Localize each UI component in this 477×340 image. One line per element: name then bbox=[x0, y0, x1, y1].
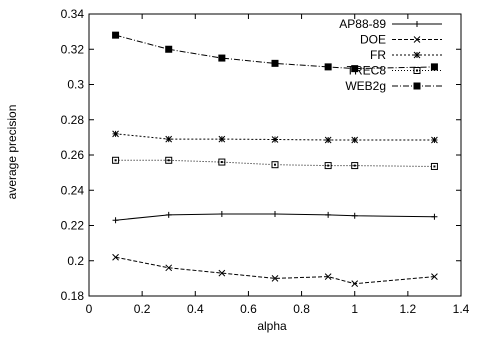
data-point bbox=[112, 130, 119, 138]
y-tick-label: 0.3 bbox=[67, 78, 84, 92]
y-tick-label: 0.34 bbox=[61, 7, 85, 21]
y-tick-label: 0.26 bbox=[61, 148, 85, 162]
data-point bbox=[272, 211, 278, 218]
data-point bbox=[431, 136, 438, 144]
data-point bbox=[431, 213, 438, 220]
legend-label: AP88-89 bbox=[339, 17, 386, 31]
data-point bbox=[271, 275, 279, 282]
y-axis: 0.18 0.2 0.22 0.24 0.26 0.28 0.3 0.32 0.34 bbox=[61, 7, 461, 303]
x-tick-label: 0.2 bbox=[134, 302, 151, 316]
data-point bbox=[218, 158, 226, 166]
data-point bbox=[271, 161, 279, 169]
data-point bbox=[430, 162, 438, 170]
data-point bbox=[165, 211, 172, 218]
x-tick-label: 1 bbox=[351, 302, 358, 316]
data-point bbox=[112, 31, 120, 39]
legend-item-ap88-89: AP88-89 bbox=[339, 17, 442, 31]
series-doe bbox=[112, 253, 438, 288]
data-point bbox=[218, 211, 225, 218]
x-tick-label: 1.2 bbox=[400, 302, 417, 316]
data-point bbox=[218, 135, 226, 143]
data-point bbox=[165, 156, 173, 164]
data-point bbox=[165, 135, 173, 143]
data-point bbox=[351, 280, 359, 288]
data-point bbox=[413, 82, 421, 90]
data-point bbox=[218, 54, 226, 62]
legend-item-doe: DOE bbox=[360, 33, 442, 47]
y-tick-label: 0.22 bbox=[61, 219, 85, 233]
data-point bbox=[413, 67, 421, 74]
legend-label: DOE bbox=[360, 33, 386, 47]
data-point bbox=[271, 136, 279, 143]
data-point bbox=[324, 63, 332, 71]
y-tick-label: 0.24 bbox=[61, 183, 85, 197]
legend-label: TREC8 bbox=[347, 64, 387, 78]
x-tick-label: 0.6 bbox=[240, 302, 257, 316]
data-point bbox=[351, 162, 359, 170]
series-line bbox=[115, 256, 435, 285]
x-tick-label: 0 bbox=[86, 302, 93, 316]
data-point bbox=[165, 264, 173, 272]
data-point bbox=[112, 156, 120, 164]
data-point bbox=[351, 136, 359, 144]
data-point bbox=[430, 63, 438, 71]
data-point bbox=[413, 51, 421, 59]
data-point bbox=[324, 162, 332, 170]
data-point bbox=[271, 59, 279, 67]
data-point bbox=[324, 273, 332, 280]
data-point bbox=[324, 136, 332, 144]
data-point bbox=[112, 253, 119, 261]
series-group bbox=[112, 31, 438, 288]
x-axis: 0 0.2 0.4 0.6 0.8 1 1.2 1.4 bbox=[86, 14, 470, 316]
series-trec8 bbox=[112, 156, 438, 170]
data-point bbox=[351, 65, 359, 73]
legend-label: FR bbox=[370, 48, 386, 62]
y-tick-label: 0.18 bbox=[61, 289, 85, 303]
x-tick-label: 1.4 bbox=[453, 302, 470, 316]
x-tick-label: 0.8 bbox=[293, 302, 310, 316]
plot-area bbox=[88, 13, 462, 297]
y-tick-label: 0.2 bbox=[67, 254, 84, 268]
y-tick-label: 0.28 bbox=[61, 113, 85, 127]
series-ap88-89 bbox=[112, 211, 438, 224]
data-point bbox=[112, 217, 119, 224]
x-axis-label: alpha bbox=[257, 319, 287, 333]
data-point bbox=[218, 269, 226, 277]
legend-item-trec8: TREC8 bbox=[347, 64, 442, 78]
y-tick-label: 0.32 bbox=[61, 42, 85, 56]
legend-label: WEB2g bbox=[345, 79, 386, 93]
plot-border bbox=[88, 13, 462, 297]
y-axis-label: average precision bbox=[5, 105, 19, 200]
data-point bbox=[413, 36, 421, 43]
data-point bbox=[165, 45, 173, 53]
series-fr bbox=[112, 130, 438, 144]
series-web2g bbox=[112, 31, 438, 73]
data-point bbox=[431, 273, 438, 280]
data-point bbox=[351, 212, 358, 219]
legend-item-web2g: WEB2g bbox=[345, 79, 442, 93]
data-point bbox=[414, 21, 420, 27]
data-point bbox=[325, 211, 332, 218]
x-tick-label: 0.4 bbox=[187, 302, 204, 316]
legend-item-fr: FR bbox=[370, 48, 442, 62]
